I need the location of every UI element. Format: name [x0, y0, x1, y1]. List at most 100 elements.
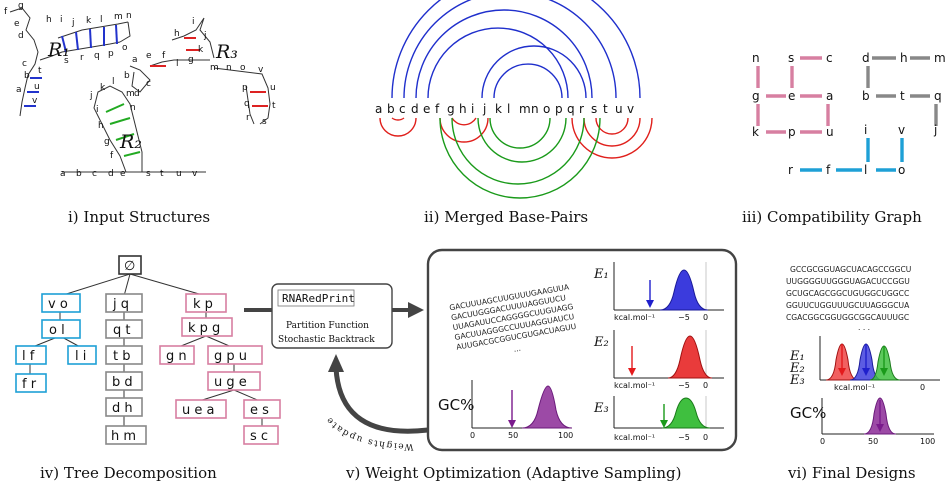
final-energy-tick: 0	[920, 383, 925, 392]
tree-node	[181, 317, 233, 337]
svg-text:a: a	[826, 89, 833, 103]
tree-node	[105, 425, 147, 445]
energy-tick: 0	[703, 381, 708, 390]
svg-text:n: n	[226, 63, 232, 73]
svg-text:v: v	[192, 169, 198, 179]
svg-text:s: s	[262, 117, 267, 127]
svg-text:o: o	[122, 43, 128, 53]
gc-tick: 50	[508, 431, 518, 440]
tree-node-label: u g e	[214, 375, 247, 390]
svg-text:b: b	[124, 71, 130, 81]
final-sequence: CGACGGCGGUGGCGGCAUUUGC	[786, 313, 909, 322]
merged-letter: o	[543, 102, 550, 116]
panel-final-designs: GCCGCGGUAGCUACAGCCGGCU UUGGGGUUGGGUAGACU…	[786, 265, 940, 446]
merged-letter: i	[471, 102, 474, 116]
tree-root	[118, 255, 142, 275]
tree-root-label: ∅	[124, 259, 135, 274]
svg-text:r: r	[246, 113, 250, 123]
energy-distribution-e3	[661, 397, 711, 429]
svg-text:l: l	[112, 77, 115, 87]
tree-node-label: o l	[49, 323, 65, 338]
svg-text:e: e	[788, 89, 795, 103]
svg-text:d: d	[134, 89, 140, 99]
sampler-line2: Stochastic Backtrack	[278, 335, 375, 345]
merged-letter: v	[627, 102, 634, 116]
arc-red	[439, 117, 489, 143]
energy-label-e3: E₃	[593, 401, 609, 416]
caption-input-structures: i) Input Structures	[68, 208, 210, 226]
panel-compatibility-graph: n s c g e a k p u d h m b t q j i v r f l o	[752, 51, 946, 177]
tree-node-label: f r	[22, 377, 37, 392]
final-gc-tick: 50	[868, 437, 878, 446]
energy-tick: −5	[678, 433, 690, 442]
merged-letter: a	[375, 102, 382, 116]
svg-text:b: b	[76, 169, 82, 179]
svg-text:v: v	[32, 96, 38, 106]
svg-text:j: j	[89, 91, 93, 101]
final-gc-tick: 100	[920, 437, 935, 446]
svg-text:n: n	[752, 51, 760, 65]
svg-text:r: r	[80, 53, 84, 63]
svg-text:u: u	[826, 125, 834, 139]
final-energy-label-e1: E₁	[789, 349, 805, 364]
gc-label: GC%	[438, 396, 474, 414]
svg-text:e: e	[120, 169, 126, 179]
svg-text:s: s	[64, 56, 69, 66]
energy-label-e2: E₂	[593, 335, 609, 350]
svg-text:i: i	[60, 15, 63, 25]
r3-pairs	[150, 37, 268, 107]
tree-node-label: v o	[48, 297, 68, 312]
svg-text:m: m	[126, 89, 135, 99]
svg-text:b: b	[24, 71, 30, 81]
merged-letter: j	[482, 102, 486, 116]
gc-distribution	[521, 385, 573, 429]
tree-node	[105, 319, 143, 339]
svg-text:e: e	[14, 19, 20, 29]
tree-node	[105, 371, 143, 391]
tree-node	[15, 373, 47, 393]
svg-text:h: h	[46, 15, 52, 25]
tree-node	[41, 319, 81, 339]
merged-letter: n	[531, 102, 539, 116]
svg-text:t: t	[272, 101, 276, 111]
svg-text:d: d	[862, 51, 870, 65]
energy-unit: kcal.mol⁻¹	[614, 433, 655, 442]
merged-letter: e	[423, 102, 430, 116]
tree-node-label: s c	[250, 429, 268, 444]
final-sequence: UUGGGGUUGGGUAGACUCCGGU	[786, 277, 910, 286]
tree-node	[105, 397, 143, 417]
svg-text:m: m	[934, 51, 946, 65]
svg-text:u: u	[176, 169, 182, 179]
tree-node	[243, 425, 279, 445]
svg-text:n: n	[130, 103, 136, 113]
gc-tick: 100	[558, 431, 573, 440]
merged-letter: g	[447, 102, 455, 116]
tree-node-label: k p g	[188, 321, 220, 336]
arc-blue	[415, 9, 593, 99]
energy-distribution-e2	[667, 335, 713, 379]
structure-r2	[62, 85, 206, 173]
svg-text:s: s	[146, 169, 151, 179]
tree-node	[41, 293, 81, 313]
arc-blue	[427, 27, 569, 99]
merged-letter: h	[459, 102, 467, 116]
svg-text:q: q	[934, 89, 942, 103]
merged-letter: d	[411, 102, 419, 116]
arc-blue	[391, 0, 641, 99]
energy-distribution-e1	[659, 269, 709, 311]
optimization-panel	[426, 248, 738, 452]
svg-text:f: f	[162, 51, 166, 61]
energy-tick: −5	[678, 313, 690, 322]
tree-node	[67, 345, 97, 365]
tree-node	[105, 345, 143, 365]
structure-r3	[129, 17, 271, 125]
svg-text:q: q	[94, 51, 100, 61]
tree-node	[159, 345, 195, 365]
sample-sequence-ellipsis: ...	[513, 344, 522, 354]
final-sequence: GCCGCGGUAGCUACAGCCGGCU	[790, 265, 911, 274]
svg-text:t: t	[900, 89, 905, 103]
svg-text:s: s	[788, 51, 794, 65]
